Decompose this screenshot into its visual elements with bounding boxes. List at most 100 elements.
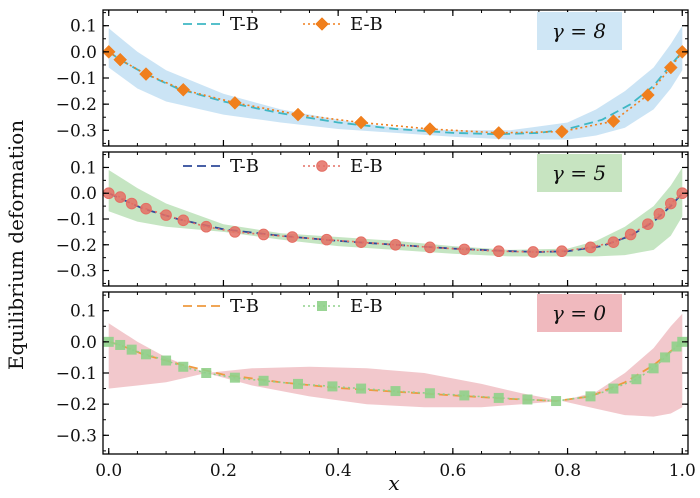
panel-1: 0.1 0.0 −0.1 −0.2 −0.3 T-B E-B γ = 8 [56,9,689,147]
eb-marker [201,368,212,378]
eb-marker [291,107,305,122]
eb-marker [458,243,471,256]
legend-eb-marker [315,17,329,31]
eb-marker [522,394,533,405]
plot-area-2 [103,167,688,258]
y-tick-label: 0.0 [70,43,97,63]
eb-marker [113,52,128,67]
eb-marker [608,383,619,394]
eb-marker [257,228,270,241]
eb-marker [671,341,682,352]
eb-marker [355,236,367,248]
legend-tb-label: T-B [230,296,259,317]
eb-marker [424,241,436,254]
y-tick-label: −0.2 [56,236,97,256]
legend-tb-label: T-B [230,156,259,177]
legend-eb-label: E-B [350,296,383,317]
panels-group: 0.1 0.0 −0.1 −0.2 −0.3 T-B E-B γ = 8 0.1 0.0 −0.1 −… [56,9,696,481]
eb-marker [606,114,621,129]
eb-marker [125,197,138,210]
x-tick-label: 0.8 [554,461,581,481]
gamma-label: γ = 0 [552,301,606,325]
y-tick-label: 0.1 [70,17,97,37]
y-tick-label: −0.3 [56,121,97,141]
eb-marker [551,396,562,407]
eb-marker [660,352,671,363]
eb-marker [229,372,240,383]
eb-marker [653,208,666,220]
eb-marker [140,202,152,215]
eb-marker [126,344,137,355]
eb-marker [389,238,402,251]
eb-marker [160,209,172,221]
x-tick-label: 1.0 [669,461,696,481]
eb-marker [320,233,333,246]
panel-2: 0.1 0.0 −0.1 −0.2 −0.3 T-B E-B γ = 5 [56,151,689,287]
y-tick-label: −0.3 [56,426,97,446]
x-axis-title: x [388,471,399,495]
y-axis-title: Equilibrium deformation [4,120,28,370]
y-tick-label: 0.0 [70,333,97,353]
eb-marker [178,361,189,372]
plot-area-1 [103,25,688,140]
eb-marker [675,44,688,59]
eb-marker [115,339,126,350]
eb-marker [584,241,597,254]
eb-marker [176,82,191,97]
eb-marker [648,363,659,374]
eb-marker [424,388,435,399]
legend-tb-label: T-B [230,14,259,35]
eb-marker [664,197,677,210]
gamma-badge [537,12,622,50]
x-tick-label: 0.2 [210,461,237,481]
y-tick-label: −0.3 [56,262,97,282]
eb-marker [103,44,116,59]
y-tick-label: −0.1 [56,69,97,89]
eb-marker [139,67,153,81]
eb-marker [228,95,242,110]
legend-eb-marker [316,160,328,172]
eb-marker [642,218,654,230]
y-tick-label: 0.1 [70,158,97,178]
eb-marker [527,246,539,258]
confidence-band [108,167,683,257]
eb-marker [492,245,505,258]
eb-marker [356,383,367,394]
gamma-badge [537,294,622,332]
eb-marker [161,355,172,366]
eb-marker [491,126,506,140]
eb-marker [607,236,620,248]
eb-marker [663,60,678,75]
gamma-label: γ = 8 [552,19,606,43]
eb-marker [493,392,504,403]
y-tick-label: 0.1 [70,302,97,322]
x-tick-label: 0.6 [439,461,466,481]
eb-marker [286,231,299,243]
eb-marker [423,122,437,136]
eb-marker [177,214,190,227]
eb-marker [556,245,568,258]
eb-marker [229,226,241,238]
eb-marker [624,228,637,241]
gamma-label: γ = 5 [552,161,606,185]
eb-marker [585,391,596,402]
panel-3: 0.1 0.0 −0.1 −0.2 −0.3 T-B E-B γ = 0 0.0 0.2 0.4 0.… [56,291,696,481]
confidence-band [108,25,683,140]
eb-marker [200,220,213,233]
legend-eb-label: E-B [350,14,383,35]
series-eb-line [108,51,683,134]
y-tick-label: −0.1 [56,210,97,230]
y-tick-label: −0.1 [56,364,97,384]
eb-marker [141,349,152,360]
eb-marker [293,378,303,389]
eb-marker [258,375,269,386]
eb-marker [631,374,642,385]
eb-marker [390,386,401,397]
y-tick-label: 0.0 [70,184,97,204]
legend-eb-label: E-B [350,156,383,177]
eb-marker [459,390,470,401]
eb-marker [327,381,338,392]
gamma-badge [537,154,622,192]
x-tick-label: 0.0 [95,461,122,481]
